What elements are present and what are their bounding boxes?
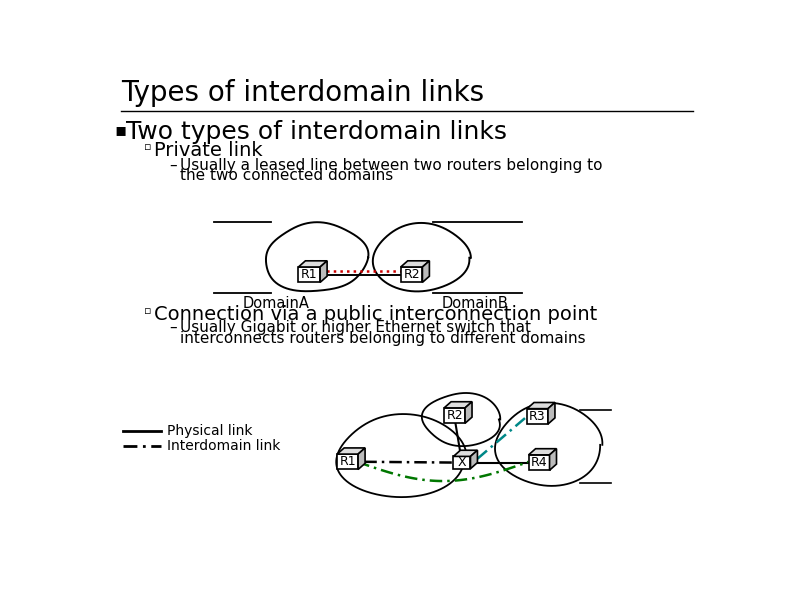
Text: DomainB: DomainB <box>441 296 508 311</box>
Polygon shape <box>548 402 555 424</box>
Text: ▪: ▪ <box>115 121 127 139</box>
Text: ▫: ▫ <box>145 142 152 152</box>
Polygon shape <box>337 454 358 469</box>
Text: interconnects routers belonging to different domains: interconnects routers belonging to diffe… <box>180 331 585 346</box>
Polygon shape <box>299 267 320 283</box>
Text: Two types of interdomain links: Two types of interdomain links <box>126 120 507 144</box>
Text: R1: R1 <box>339 455 356 468</box>
Text: Physical link: Physical link <box>168 424 253 438</box>
Polygon shape <box>358 448 365 469</box>
Text: Types of interdomain links: Types of interdomain links <box>121 79 484 107</box>
Text: Interdomain link: Interdomain link <box>168 439 281 453</box>
Polygon shape <box>529 455 549 470</box>
Polygon shape <box>465 402 472 423</box>
Polygon shape <box>422 261 430 283</box>
Text: R4: R4 <box>530 456 547 469</box>
Text: R2: R2 <box>446 409 463 422</box>
Text: Connection via a public interconnection point: Connection via a public interconnection … <box>153 305 597 324</box>
Polygon shape <box>337 448 365 454</box>
Text: R3: R3 <box>529 410 545 423</box>
Text: the two connected domains: the two connected domains <box>180 168 393 183</box>
Polygon shape <box>527 402 555 409</box>
Polygon shape <box>444 402 472 408</box>
Polygon shape <box>527 409 548 424</box>
Polygon shape <box>444 408 465 423</box>
Text: Usually Gigabit or higher Ethernet switch that: Usually Gigabit or higher Ethernet switc… <box>180 320 531 335</box>
Polygon shape <box>401 261 430 267</box>
Text: R1: R1 <box>301 268 318 281</box>
Polygon shape <box>453 456 471 469</box>
Text: Private link: Private link <box>153 142 262 161</box>
Text: ▫: ▫ <box>145 306 152 317</box>
Text: R2: R2 <box>403 268 420 281</box>
Polygon shape <box>453 450 477 456</box>
Polygon shape <box>529 449 557 455</box>
Text: X: X <box>457 456 466 469</box>
Polygon shape <box>299 261 327 267</box>
Polygon shape <box>401 267 422 283</box>
Polygon shape <box>471 450 477 469</box>
Text: Usually a leased line between two routers belonging to: Usually a leased line between two router… <box>180 158 603 173</box>
Text: –: – <box>169 320 176 335</box>
Text: –: – <box>169 158 176 173</box>
Polygon shape <box>320 261 327 283</box>
Text: DomainA: DomainA <box>243 296 310 311</box>
Polygon shape <box>549 449 557 470</box>
